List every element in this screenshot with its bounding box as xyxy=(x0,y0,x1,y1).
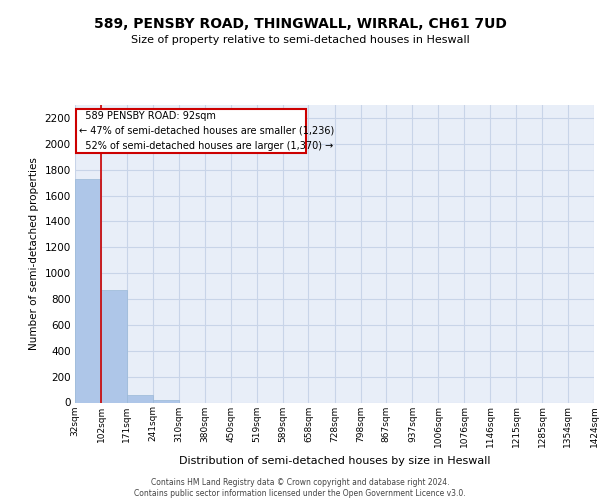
Text: 589, PENSBY ROAD, THINGWALL, WIRRAL, CH61 7UD: 589, PENSBY ROAD, THINGWALL, WIRRAL, CH6… xyxy=(94,18,506,32)
Text: 589 PENSBY ROAD: 92sqm
← 47% of semi-detached houses are smaller (1,236)
  52% o: 589 PENSBY ROAD: 92sqm ← 47% of semi-det… xyxy=(79,111,334,151)
Bar xyxy=(153,400,179,402)
Y-axis label: Number of semi-detached properties: Number of semi-detached properties xyxy=(29,158,39,350)
Bar xyxy=(75,178,101,402)
Bar xyxy=(101,290,127,403)
Text: Size of property relative to semi-detached houses in Heswall: Size of property relative to semi-detach… xyxy=(131,35,469,45)
Bar xyxy=(127,396,153,402)
X-axis label: Distribution of semi-detached houses by size in Heswall: Distribution of semi-detached houses by … xyxy=(179,456,490,466)
FancyBboxPatch shape xyxy=(76,109,306,153)
Text: Contains HM Land Registry data © Crown copyright and database right 2024.
Contai: Contains HM Land Registry data © Crown c… xyxy=(134,478,466,498)
